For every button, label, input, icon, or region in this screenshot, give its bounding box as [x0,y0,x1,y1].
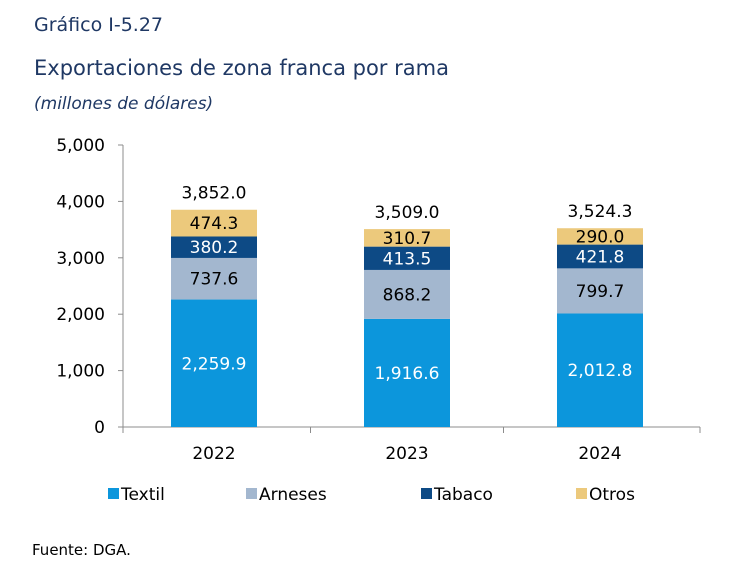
bar-segment-textil-2022 [171,299,257,427]
legend-swatch-textil [108,488,119,499]
bar-segment-otros-2024 [557,228,643,245]
data-label-tabaco-2024: 421.8 [576,247,625,267]
y-tick-label: 0 [94,418,105,438]
bar-segment-tabaco-2024 [557,244,643,269]
x-tick-label: 2024 [578,444,621,464]
data-label-textil-2024: 2,012.8 [568,361,633,381]
legend-label-tabaco: Tabaco [433,485,493,505]
y-tick-label: 1,000 [56,362,105,382]
y-tick-label: 2,000 [56,305,105,325]
data-label-arneses-2022: 737.6 [190,270,239,290]
bar-segment-arneses-2024 [557,268,643,314]
total-label-2024: 3,524.3 [568,202,633,222]
data-label-tabaco-2023: 413.5 [383,249,432,269]
y-tick-label: 5,000 [56,136,105,156]
y-tick-label: 3,000 [56,249,105,269]
chart-subtitle: (millones de dólares) [34,94,214,114]
x-tick-label: 2022 [192,444,235,464]
data-label-tabaco-2022: 380.2 [190,238,239,258]
data-label-arneses-2023: 868.2 [383,285,432,305]
bar-segment-otros-2022 [171,209,257,237]
chart-title: Exportaciones de zona franca por rama [34,56,449,80]
data-label-otros-2023: 310.7 [383,229,432,249]
legend-swatch-arneses [246,488,257,499]
bar-segment-textil-2024 [557,313,643,427]
data-label-otros-2024: 290.0 [576,227,625,247]
x-tick-label: 2023 [385,444,428,464]
data-label-otros-2022: 474.3 [190,214,239,234]
stacked-bar-chart: 0 1,000 2,000 3,000 4,000 5,000 2,259.9 737.6 38… [56,136,701,505]
chart-kicker: Gráfico I-5.27 [34,14,164,36]
data-label-textil-2023: 1,916.6 [375,364,440,384]
total-label-2022: 3,852.0 [182,184,247,204]
legend-label-textil: Textil [120,485,165,505]
bar-segment-textil-2023 [364,318,450,427]
bar-segment-tabaco-2022 [171,236,257,258]
bar-segment-otros-2023 [364,229,450,247]
data-label-textil-2022: 2,259.9 [182,354,247,374]
total-label-2023: 3,509.0 [375,203,440,223]
legend-label-arneses: Arneses [259,485,327,505]
bar-segment-tabaco-2023 [364,246,450,270]
data-label-arneses-2024: 799.7 [576,282,625,302]
legend-swatch-otros [576,488,587,499]
bar-segment-arneses-2023 [364,269,450,319]
source-note: Fuente: DGA. [32,541,131,559]
y-tick-label: 4,000 [56,192,105,212]
bar-segment-arneses-2022 [171,257,257,300]
legend-swatch-tabaco [421,488,432,499]
legend-label-otros: Otros [589,485,635,505]
